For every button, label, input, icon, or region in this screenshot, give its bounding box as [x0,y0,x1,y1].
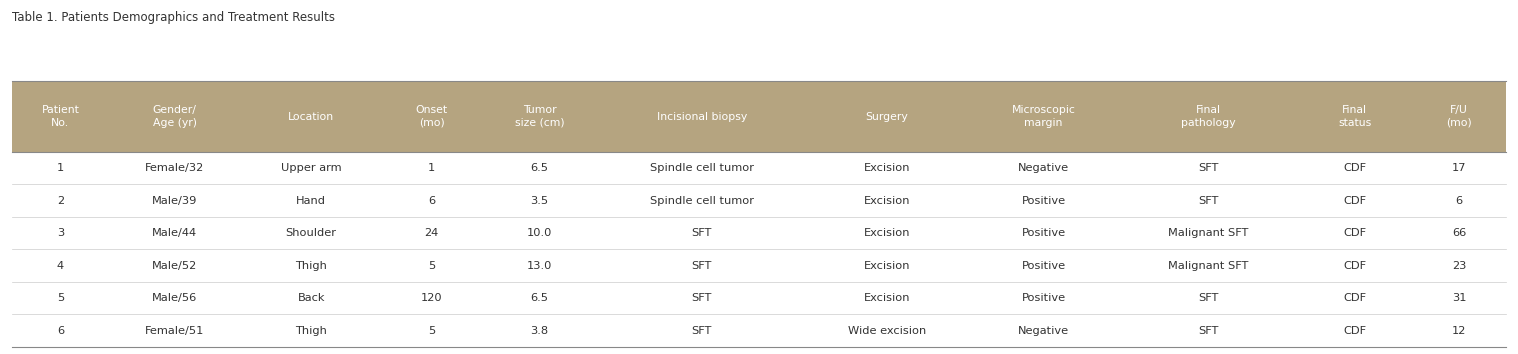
Text: Negative: Negative [1019,163,1069,173]
Text: Thigh: Thigh [296,261,328,270]
Text: 66: 66 [1453,228,1466,238]
Text: Positive: Positive [1022,261,1066,270]
Text: 24: 24 [425,228,439,238]
Text: 5: 5 [56,293,64,303]
Text: Surgery: Surgery [865,112,908,121]
Text: F/U
(mo): F/U (mo) [1447,105,1472,128]
Text: Excision: Excision [864,195,911,206]
Text: SFT: SFT [1198,326,1219,336]
Text: 31: 31 [1453,293,1466,303]
Bar [12,282,1506,314]
Text: 6.5: 6.5 [530,293,548,303]
Text: CDF: CDF [1343,293,1366,303]
Text: CDF: CDF [1343,195,1366,206]
Text: Final
pathology: Final pathology [1181,105,1236,128]
Text: Excision: Excision [864,261,911,270]
Text: CDF: CDF [1343,326,1366,336]
Bar [12,81,1506,152]
Text: Male/44: Male/44 [152,228,197,238]
Text: 120: 120 [420,293,443,303]
Bar [12,314,1506,347]
Text: 5: 5 [428,261,436,270]
Text: 13.0: 13.0 [527,261,553,270]
Text: 23: 23 [1453,261,1466,270]
Text: 5: 5 [428,326,436,336]
Text: SFT: SFT [1198,163,1219,173]
Text: SFT: SFT [692,261,712,270]
Text: Incisional biopsy: Incisional biopsy [657,112,747,121]
Text: Gender/
Age (yr): Gender/ Age (yr) [152,105,196,128]
Text: SFT: SFT [692,293,712,303]
Text: Female/32: Female/32 [144,163,203,173]
Text: Malignant SFT: Malignant SFT [1169,261,1249,270]
Text: 3.5: 3.5 [530,195,548,206]
Text: Shoulder: Shoulder [285,228,337,238]
Text: 3: 3 [56,228,64,238]
Text: 6.5: 6.5 [530,163,548,173]
Text: 1: 1 [56,163,64,173]
Text: Spindle cell tumor: Spindle cell tumor [650,195,754,206]
Text: 12: 12 [1453,326,1466,336]
Text: Tumor
size (cm): Tumor size (cm) [515,105,565,128]
Text: SFT: SFT [1198,293,1219,303]
Text: Final
status: Final status [1337,105,1371,128]
Text: 2: 2 [56,195,64,206]
Text: Male/56: Male/56 [152,293,197,303]
Text: Wide excision: Wide excision [847,326,926,336]
Text: 17: 17 [1453,163,1466,173]
Text: Excision: Excision [864,163,911,173]
Text: Excision: Excision [864,228,911,238]
Text: CDF: CDF [1343,163,1366,173]
Text: Excision: Excision [864,293,911,303]
Text: Male/39: Male/39 [152,195,197,206]
Bar [12,184,1506,217]
Text: 1: 1 [428,163,436,173]
Text: Back: Back [298,293,325,303]
Text: 3.8: 3.8 [530,326,548,336]
Text: Malignant SFT: Malignant SFT [1169,228,1249,238]
Text: Patient
No.: Patient No. [41,105,79,128]
Text: Onset
(mo): Onset (mo) [416,105,448,128]
Text: Upper arm: Upper arm [281,163,342,173]
Text: Microscopic
margin: Microscopic margin [1011,105,1076,128]
Text: Table 1. Patients Demographics and Treatment Results: Table 1. Patients Demographics and Treat… [12,11,335,24]
Text: CDF: CDF [1343,261,1366,270]
Text: SFT: SFT [692,326,712,336]
Text: 6: 6 [428,195,436,206]
Text: 6: 6 [1456,195,1463,206]
Text: SFT: SFT [1198,195,1219,206]
Text: CDF: CDF [1343,228,1366,238]
Text: Positive: Positive [1022,195,1066,206]
Bar [12,152,1506,184]
Text: 6: 6 [56,326,64,336]
Text: SFT: SFT [692,228,712,238]
Text: Thigh: Thigh [296,326,328,336]
Text: 4: 4 [56,261,64,270]
Text: Positive: Positive [1022,293,1066,303]
Bar [12,217,1506,249]
Text: 10.0: 10.0 [527,228,553,238]
Text: Location: Location [288,112,334,121]
Text: Negative: Negative [1019,326,1069,336]
Text: Hand: Hand [296,195,326,206]
Text: Positive: Positive [1022,228,1066,238]
Bar [12,249,1506,282]
Text: Male/52: Male/52 [152,261,197,270]
Text: Female/51: Female/51 [144,326,205,336]
Text: Spindle cell tumor: Spindle cell tumor [650,163,754,173]
